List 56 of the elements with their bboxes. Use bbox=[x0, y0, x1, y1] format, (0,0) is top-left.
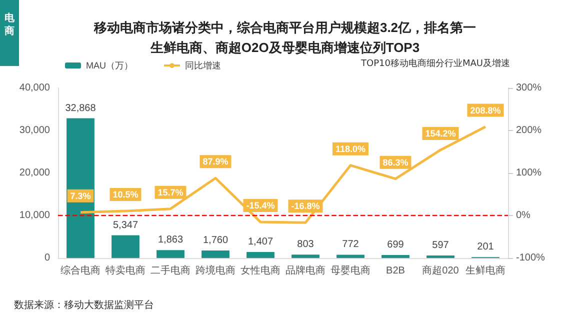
y-tick-label: 0 bbox=[44, 252, 50, 264]
data-label: 32,868 bbox=[65, 102, 96, 114]
data-label: 772 bbox=[342, 239, 360, 250]
x-tick-label: 商超020 bbox=[422, 264, 460, 276]
bar bbox=[426, 255, 454, 258]
source-note: 数据来源：移动大数据监测平台 bbox=[14, 298, 154, 312]
bar bbox=[292, 254, 320, 258]
x-tick-label: B2B bbox=[386, 266, 406, 276]
data-label: 7.3% bbox=[70, 190, 91, 201]
data-label: -16.8% bbox=[291, 201, 320, 212]
y2-tick-label: 0% bbox=[516, 210, 531, 221]
bar bbox=[112, 235, 140, 258]
data-label: 1,760 bbox=[202, 235, 228, 246]
legend-label: 同比增速 bbox=[185, 60, 221, 70]
bar bbox=[66, 118, 94, 258]
x-tick-label: 跨境电商 bbox=[196, 264, 236, 276]
x-tick-label: 品牌电商 bbox=[286, 264, 326, 276]
y2-tick-label: 100% bbox=[516, 168, 542, 178]
y-tick-label: 20,000 bbox=[19, 168, 50, 178]
data-label: 201 bbox=[477, 242, 494, 253]
data-label: 1,863 bbox=[158, 234, 184, 246]
data-label: 118.0% bbox=[335, 144, 366, 154]
bar bbox=[246, 252, 274, 258]
y2-tick-label: -100% bbox=[516, 252, 546, 264]
y2-tick-label: 300% bbox=[516, 82, 542, 94]
y-tick-label: 30,000 bbox=[19, 125, 50, 136]
data-label: 699 bbox=[387, 240, 404, 251]
y2-tick-label: 200% bbox=[516, 125, 542, 136]
data-label: 15.7% bbox=[158, 187, 184, 198]
x-tick-label: 女性电商 bbox=[240, 264, 280, 276]
text: 电商 bbox=[4, 12, 16, 38]
bar bbox=[156, 250, 184, 258]
data-label: 154.2% bbox=[425, 128, 456, 138]
data-label: 10.5% bbox=[112, 190, 138, 200]
x-tick-label: 生鲜电商 bbox=[466, 264, 506, 276]
bar bbox=[202, 250, 230, 258]
data-label: 208.8% bbox=[470, 105, 501, 116]
bar bbox=[382, 255, 410, 258]
text: TOP10移动电商细分行业MAU及增速 bbox=[361, 58, 510, 70]
y-tick-label: 40,000 bbox=[19, 82, 50, 94]
bar bbox=[336, 254, 364, 258]
y-tick-label: 10,000 bbox=[19, 210, 50, 221]
chart-title: 移动电商市场诸分类中，综合电商平台用户规模超3.2亿，排名第一 bbox=[92, 20, 476, 35]
data-label: 803 bbox=[297, 239, 314, 250]
x-tick-label: 母婴电商 bbox=[330, 264, 370, 276]
data-label: 86.3% bbox=[382, 157, 408, 168]
x-tick-label: 特卖电商 bbox=[106, 264, 146, 276]
chart-subtitle: 生鲜电商、商超O2O及母婴电商增速位列TOP3 bbox=[149, 40, 420, 55]
x-tick-label: 综合电商 bbox=[60, 264, 100, 276]
legend-label: MAU（万） bbox=[86, 60, 133, 70]
data-label: -15.4% bbox=[246, 200, 275, 211]
data-label: 5,347 bbox=[112, 220, 138, 231]
data-label: 597 bbox=[432, 240, 450, 251]
x-tick-label: 二手电商 bbox=[150, 264, 190, 276]
data-label: 1,407 bbox=[248, 236, 274, 248]
data-label: 87.9% bbox=[202, 156, 228, 167]
